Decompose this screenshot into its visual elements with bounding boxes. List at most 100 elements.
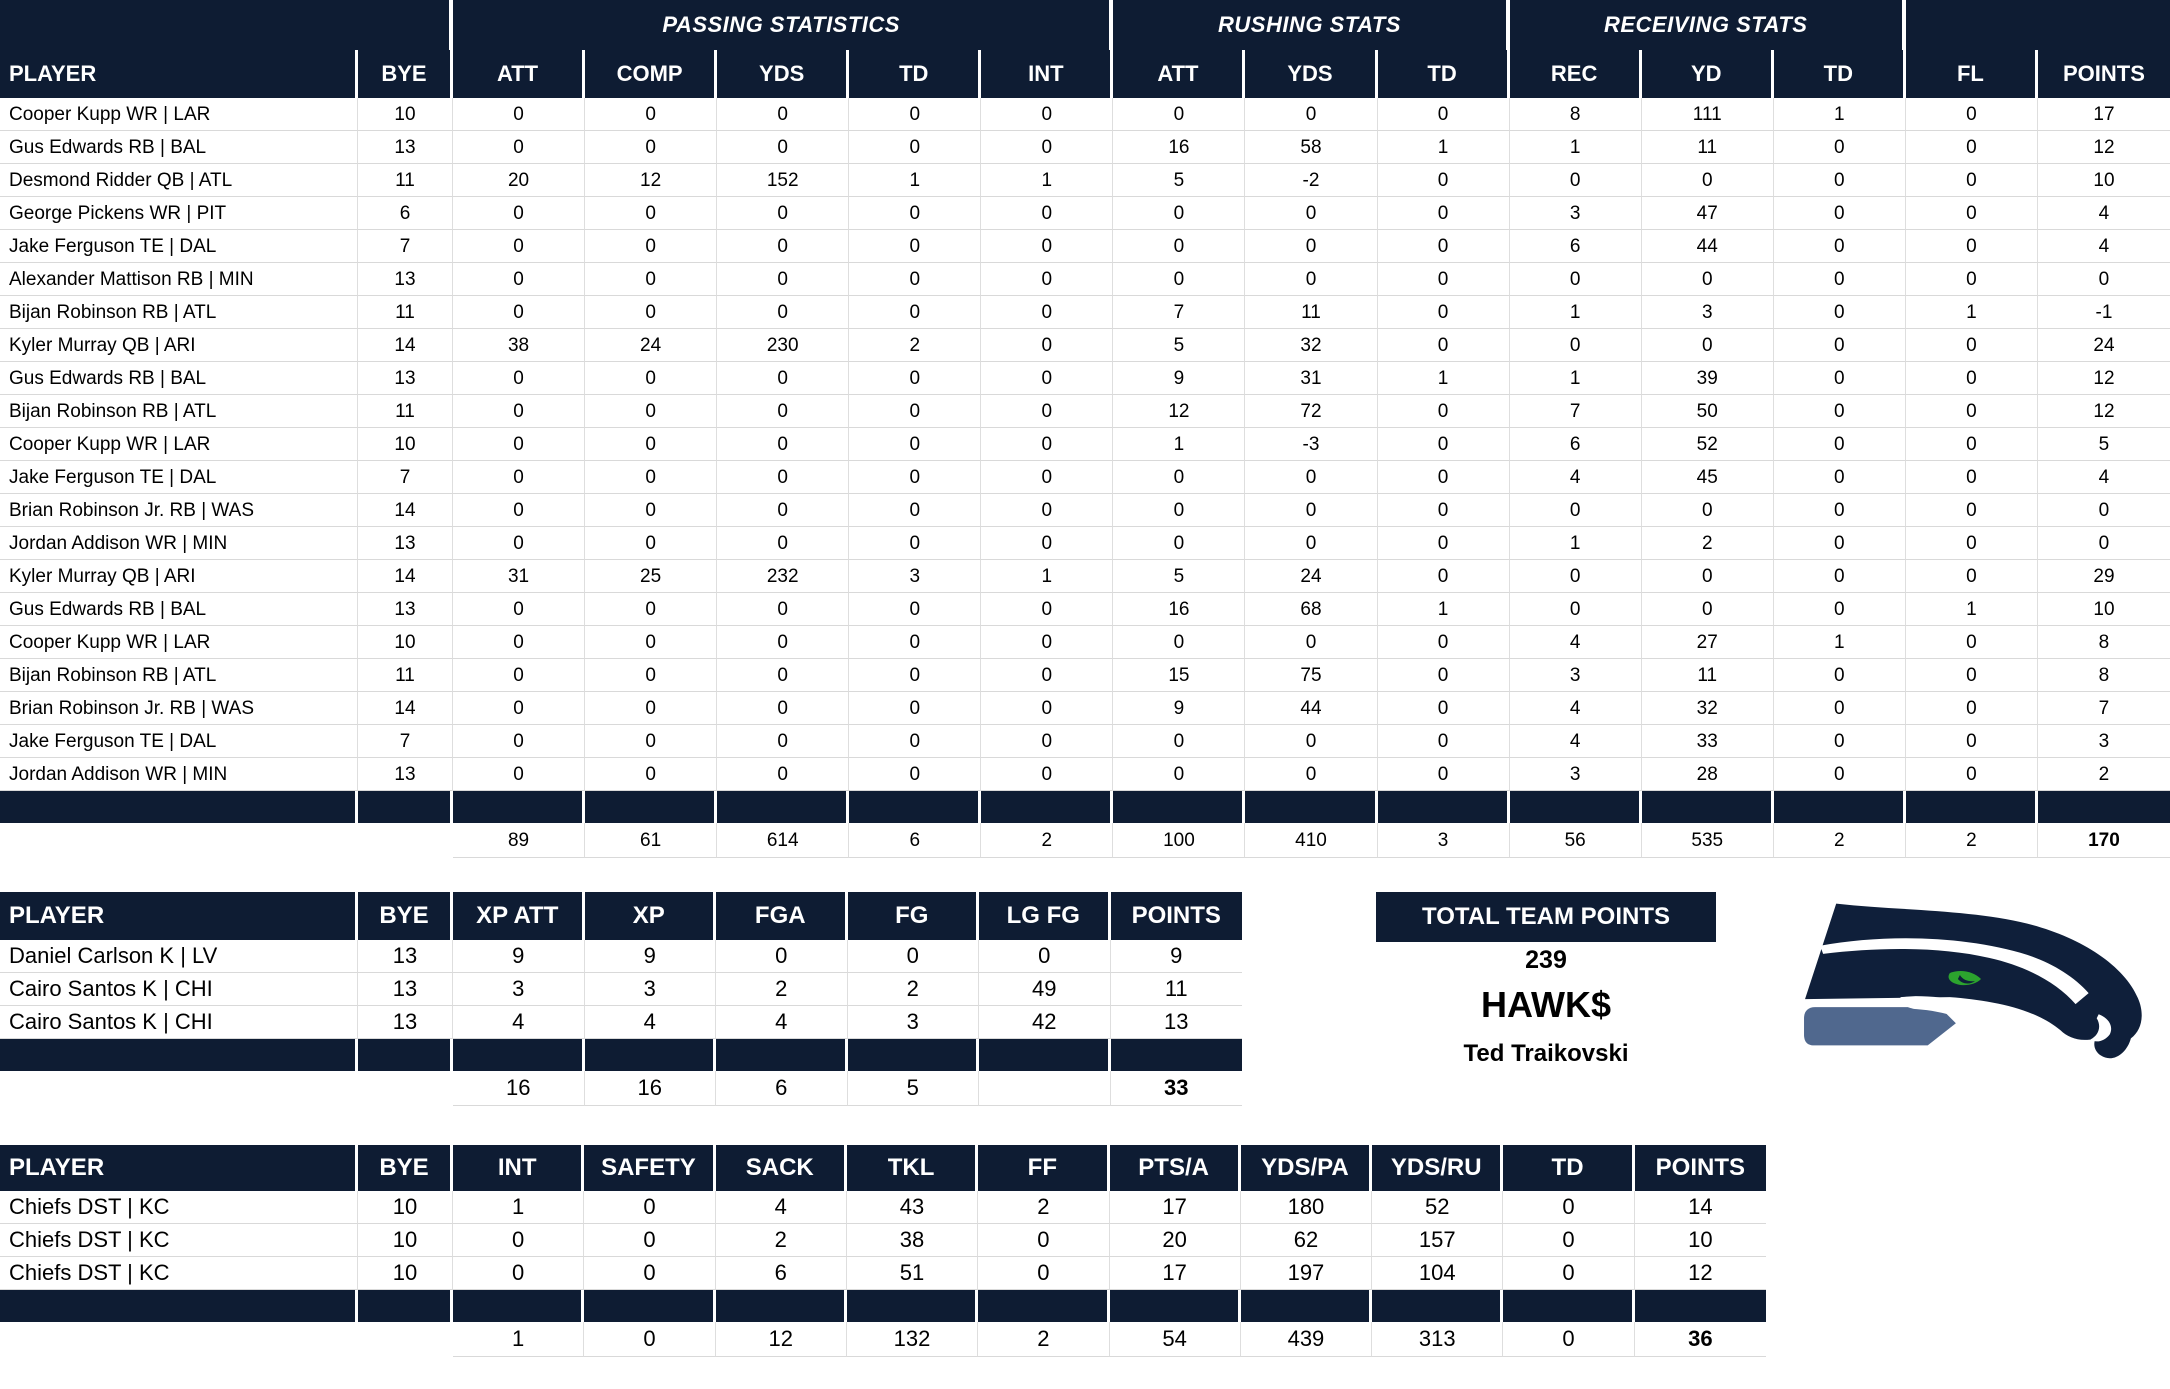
stat-cell: 42 xyxy=(979,1006,1111,1039)
stat-cell: 52 xyxy=(1641,428,1774,461)
column-header-player: PLAYER xyxy=(0,892,358,940)
stat-cell: 0 xyxy=(453,428,586,461)
player-row: Bijan Robinson RB | ATL 11 0 0 0 0 0 12 72 0 7 50 0 0… xyxy=(0,395,2170,428)
column-header-fg: FG xyxy=(847,892,979,940)
stat-cell: 3 xyxy=(847,1006,979,1039)
stat-cell: 7 xyxy=(1113,296,1246,329)
stat-cell: 0 xyxy=(453,494,586,527)
stat-cell: 0 xyxy=(849,296,982,329)
stat-cell: 16 xyxy=(1113,593,1246,626)
stat-cell: 0 xyxy=(1905,329,2038,362)
column-header-points: POINTS xyxy=(1110,892,1242,940)
totals-cell xyxy=(358,1322,453,1357)
stat-cell: 7 xyxy=(358,461,453,494)
stat-cell: 14 xyxy=(1634,1191,1766,1224)
stat-cell: 3 xyxy=(849,560,982,593)
stat-cell: 0 xyxy=(585,428,718,461)
player-cell: Daniel Carlson K | LV xyxy=(0,940,358,973)
stat-cell: 14 xyxy=(358,692,453,725)
stat-cell: 0 xyxy=(585,758,718,791)
stat-cell: 0 xyxy=(717,428,850,461)
stat-cell: 0 xyxy=(585,395,718,428)
stat-cell: 0 xyxy=(1113,263,1246,296)
stat-cell: 1 xyxy=(1905,593,2038,626)
player-cell: Chiefs DST | KC xyxy=(0,1224,358,1257)
stat-cell: 8 xyxy=(1509,98,1642,131)
column-header-points: POINTS xyxy=(1634,1145,1766,1191)
stat-cell: 0 xyxy=(1377,461,1510,494)
stat-cell: 11 xyxy=(1641,659,1774,692)
stat-cell: 29 xyxy=(2037,560,2170,593)
column-header-ff: FF xyxy=(978,1145,1110,1191)
stat-cell: 0 xyxy=(849,263,982,296)
column-header-row: PLAYER BYE XP ATT XP FGA FG LG FG POINTS xyxy=(0,892,1242,940)
stat-cell: 10 xyxy=(2037,593,2170,626)
player-cell: George Pickens WR | PIT xyxy=(0,197,358,230)
stat-cell: 0 xyxy=(1509,164,1642,197)
column-header-tkl: TKL xyxy=(846,1145,979,1191)
stat-cell: 4 xyxy=(716,1006,848,1039)
stat-cell: 0 xyxy=(585,296,718,329)
totals-cell xyxy=(0,1322,358,1357)
stat-cell: 3 xyxy=(1641,296,1774,329)
column-header-fl: FL xyxy=(1905,50,2038,98)
player-cell: Jordan Addison WR | MIN xyxy=(0,527,358,560)
stat-cell: 104 xyxy=(1372,1257,1504,1290)
column-header-yd: YD xyxy=(1641,50,1774,98)
stat-cell: 0 xyxy=(1377,98,1510,131)
stat-cell: 0 xyxy=(849,98,982,131)
stat-cell: 0 xyxy=(1377,692,1510,725)
stat-cell: 0 xyxy=(1905,164,2038,197)
stat-cell: 0 xyxy=(1773,725,1906,758)
totals-cell: 2 xyxy=(1773,823,1906,858)
stat-cell: 0 xyxy=(585,494,718,527)
separator-cell xyxy=(716,1039,848,1071)
stat-cell: 1 xyxy=(1509,296,1642,329)
stat-cell: 0 xyxy=(1773,230,1906,263)
stat-cell: 11 xyxy=(358,659,453,692)
stat-cell: 13 xyxy=(358,527,453,560)
stat-cell: 157 xyxy=(1372,1224,1504,1257)
separator-cell xyxy=(846,1290,979,1322)
separator-cell xyxy=(453,1039,585,1071)
stat-cell: 6 xyxy=(1509,230,1642,263)
stat-cell: 0 xyxy=(981,461,1114,494)
stat-cell: 4 xyxy=(584,1006,716,1039)
stat-cell: 0 xyxy=(847,940,979,973)
separator-cell xyxy=(1240,1290,1373,1322)
stat-cell: 0 xyxy=(453,98,586,131)
stat-cell: 50 xyxy=(1641,395,1774,428)
stat-cell: 11 xyxy=(1641,131,1774,164)
stat-cell: 1 xyxy=(849,164,982,197)
stat-cell: 14 xyxy=(358,560,453,593)
stat-cell: 0 xyxy=(453,263,586,296)
stat-cell: 32 xyxy=(1641,692,1774,725)
stat-cell: 0 xyxy=(2037,263,2170,296)
stat-cell: 0 xyxy=(717,131,850,164)
stat-cell: 16 xyxy=(1113,131,1246,164)
stat-cell: 17 xyxy=(1109,1257,1241,1290)
stat-cell: 17 xyxy=(1109,1191,1241,1224)
stat-cell: 24 xyxy=(2037,329,2170,362)
stat-cell: 0 xyxy=(585,659,718,692)
stat-cell: 5 xyxy=(2037,428,2170,461)
column-header-yds-pa: YDS/PA xyxy=(1240,1145,1373,1191)
stat-cell: 0 xyxy=(1773,296,1906,329)
stat-cell: 4 xyxy=(1509,725,1642,758)
totals-cell: 3 xyxy=(1377,823,1510,858)
totals-cell: 54 xyxy=(1109,1322,1241,1357)
stat-cell: 1 xyxy=(1773,98,1906,131)
stat-cell: 13 xyxy=(358,362,453,395)
stat-cell: 0 xyxy=(981,725,1114,758)
stat-cell: 0 xyxy=(585,98,718,131)
player-row: Cooper Kupp WR | LAR 10 0 0 0 0 0 1 -3 0 6 52 0 0 5 xyxy=(0,428,2170,461)
stat-cell: 51 xyxy=(846,1257,979,1290)
stat-cell: 13 xyxy=(358,131,453,164)
totals-cell: 6 xyxy=(716,1071,848,1106)
totals-cell: 6 xyxy=(849,823,982,858)
stat-cell: 5 xyxy=(1113,164,1246,197)
stat-cell: 111 xyxy=(1641,98,1774,131)
stat-cell: 12 xyxy=(2037,362,2170,395)
stat-cell: 13 xyxy=(1110,1006,1242,1039)
totals-points-cell: 36 xyxy=(1634,1322,1766,1357)
